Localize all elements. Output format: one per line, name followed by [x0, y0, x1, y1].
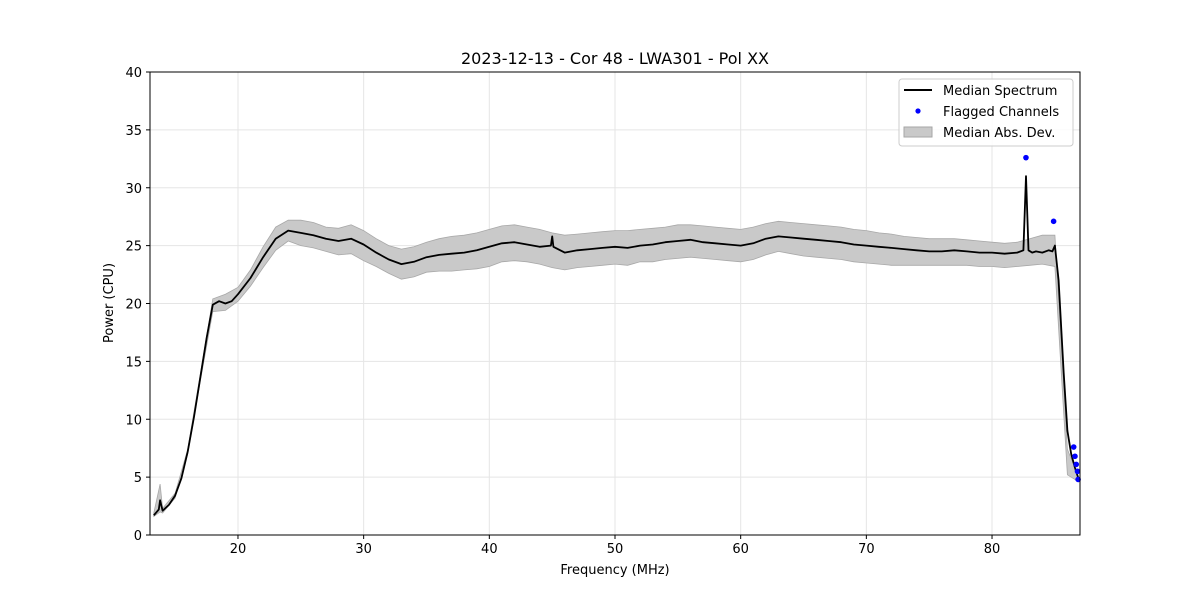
y-tick-label: 0 [134, 529, 142, 544]
legend-point-swatch [915, 108, 921, 114]
y-tick-label: 10 [125, 413, 142, 428]
median-spectrum-path [153, 175, 1080, 516]
median-spectrum-line [153, 175, 1080, 516]
flagged-channel-point [1073, 461, 1080, 468]
legend-band-swatch [903, 126, 933, 138]
x-tick-label: 20 [230, 542, 247, 557]
flagged-channel-point [1050, 218, 1057, 225]
legend-flagged-channels: Flagged Channels [943, 105, 1059, 120]
x-tick-label: 80 [984, 542, 1001, 557]
y-tick-label: 5 [134, 471, 142, 486]
median-abs-dev-band [153, 219, 1080, 518]
flagged-channel-point [1070, 444, 1077, 450]
y-tick-label: 20 [125, 298, 142, 313]
x-axis-label: Frequency (MHz) [560, 563, 669, 578]
flagged-channel-point [1072, 453, 1078, 460]
legend-box [898, 78, 1074, 147]
y-tick-label: 30 [125, 182, 142, 197]
y-tick-label: 25 [125, 240, 142, 255]
x-axis-ticks: 20 30 40 50 60 70 80 [230, 535, 1001, 557]
x-tick-label: 70 [858, 542, 875, 557]
y-tick-label: 15 [125, 355, 142, 370]
x-tick-label: 50 [607, 542, 624, 557]
y-tick-label: 40 [125, 66, 142, 81]
x-tick-label: 40 [481, 542, 498, 557]
flagged-channel-point [1074, 468, 1081, 475]
flagged-channel-point [1023, 154, 1029, 161]
legend-median-abs-dev: Median Abs. Dev. [943, 126, 1055, 141]
y-tick-label: 35 [125, 124, 142, 139]
chart-title: 2023-12-13 - Cor 48 - LWA301 - Pol XX [461, 49, 769, 68]
legend: Median Spectrum Flagged Channels Median … [898, 78, 1074, 147]
x-tick-label: 60 [732, 542, 749, 557]
flagged-channel-points [1023, 154, 1081, 483]
mad-band-area [153, 219, 1080, 518]
y-axis-ticks: 0 5 10 15 20 25 30 35 40 [125, 66, 150, 544]
legend-median-spectrum: Median Spectrum [943, 84, 1057, 99]
y-axis-label: Power (CPU) [102, 263, 117, 343]
x-tick-label: 30 [355, 542, 372, 557]
